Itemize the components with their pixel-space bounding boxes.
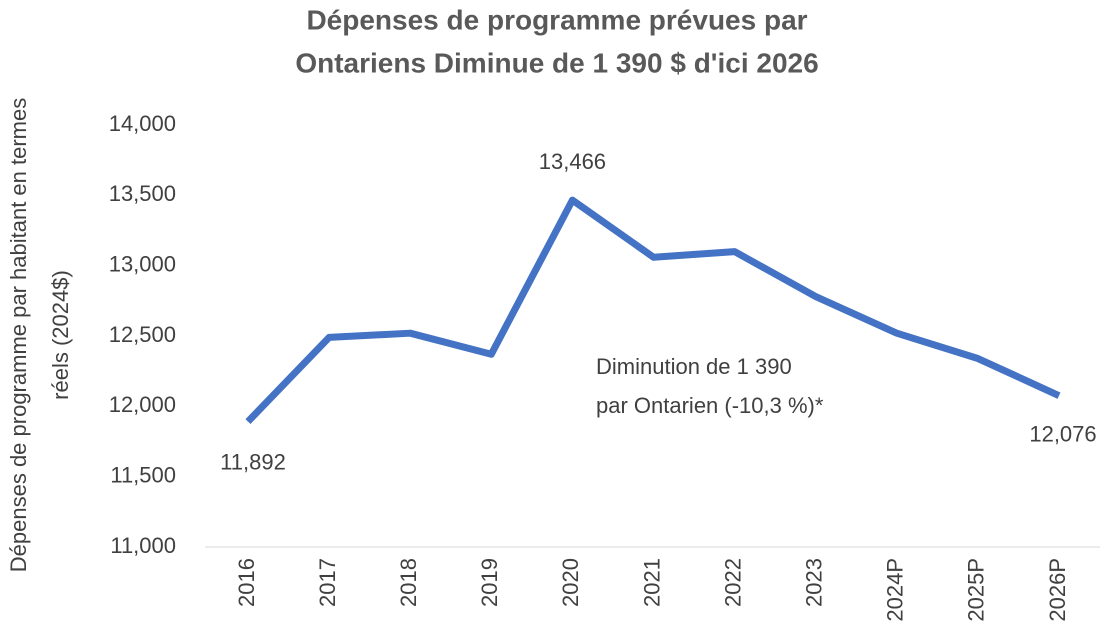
x-tick-label: 2024P	[883, 558, 908, 622]
y-tick-label: 13,000	[109, 251, 176, 276]
x-tick-label: 2025P	[964, 558, 989, 622]
x-tick-label: 2022	[720, 558, 745, 607]
x-tick-label: 2021	[639, 558, 664, 607]
x-tick-label: 2016	[234, 558, 259, 607]
chart-title: Ontariens Diminue de 1 390 $ d'ici 2026	[295, 47, 818, 78]
chart-title: Dépenses de programme prévues par	[306, 4, 807, 35]
annotation: Diminution de 1 390	[596, 354, 792, 379]
data-label: 11,892	[220, 449, 286, 474]
data-label: 13,466	[539, 149, 606, 174]
x-tick-label: 2026P	[1045, 558, 1070, 622]
y-axis-label: réels (2024$)	[48, 270, 73, 400]
annotation: par Ontarien (-10,3 %)*	[596, 393, 824, 418]
y-axis-label: Dépenses de programme par habitant en te…	[6, 98, 31, 572]
data-label: 12,076	[1029, 421, 1096, 446]
y-tick-label: 13,500	[109, 181, 176, 206]
y-tick-label: 12,000	[109, 392, 176, 417]
x-tick-label: 2019	[477, 558, 502, 607]
x-tick-label: 2018	[396, 558, 421, 607]
y-tick-label: 14,000	[109, 111, 176, 136]
y-tick-label: 11,500	[110, 462, 176, 487]
x-tick-label: 2023	[802, 558, 827, 607]
x-tick-label: 2020	[558, 558, 583, 607]
x-tick-label: 2017	[315, 558, 340, 607]
y-tick-label: 11,000	[110, 533, 176, 558]
line-series	[245, 196, 1061, 424]
y-tick-label: 12,500	[109, 322, 176, 347]
